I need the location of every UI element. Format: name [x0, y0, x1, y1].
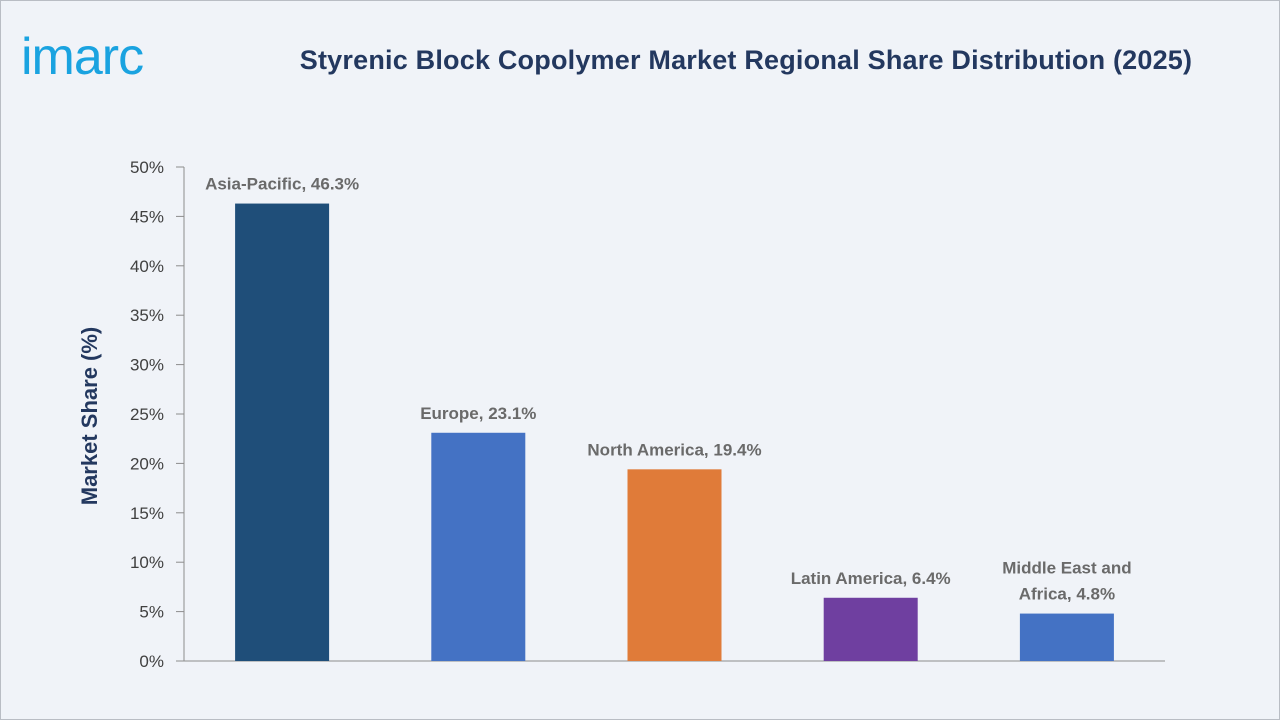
data-label: Asia-Pacific, 46.3%: [205, 175, 359, 194]
y-tick-label: 45%: [130, 207, 164, 226]
y-tick-label: 0%: [139, 652, 164, 671]
data-label: Middle East and: [1002, 559, 1131, 578]
y-tick-label: 35%: [130, 306, 164, 325]
y-tick-label: 50%: [130, 158, 164, 177]
data-label: North America, 19.4%: [587, 440, 761, 459]
bar-latin-america: [823, 597, 918, 661]
y-tick-label: 10%: [130, 553, 164, 572]
y-tick-label: 15%: [130, 504, 164, 523]
data-label: Africa, 4.8%: [1019, 585, 1115, 604]
y-axis-title: Market Share (%): [77, 327, 102, 506]
imarc-logo-text: imarc: [21, 28, 143, 86]
bar-north-america: [627, 469, 722, 661]
chart-title: Styrenic Block Copolymer Market Regional…: [299, 45, 1193, 75]
imarc-logo: imarc: [21, 28, 144, 86]
data-label: Latin America, 6.4%: [791, 569, 951, 588]
y-tick-label: 20%: [130, 454, 164, 473]
y-tick-label: 5%: [139, 603, 164, 622]
bar-middle-east-and-africa: [1019, 613, 1114, 661]
y-tick-label: 40%: [130, 257, 164, 276]
data-label: Europe, 23.1%: [420, 404, 536, 423]
bar-asia-pacific: [235, 203, 330, 661]
bar-europe: [431, 432, 526, 661]
y-tick-label: 25%: [130, 405, 164, 424]
y-tick-label: 30%: [130, 356, 164, 375]
